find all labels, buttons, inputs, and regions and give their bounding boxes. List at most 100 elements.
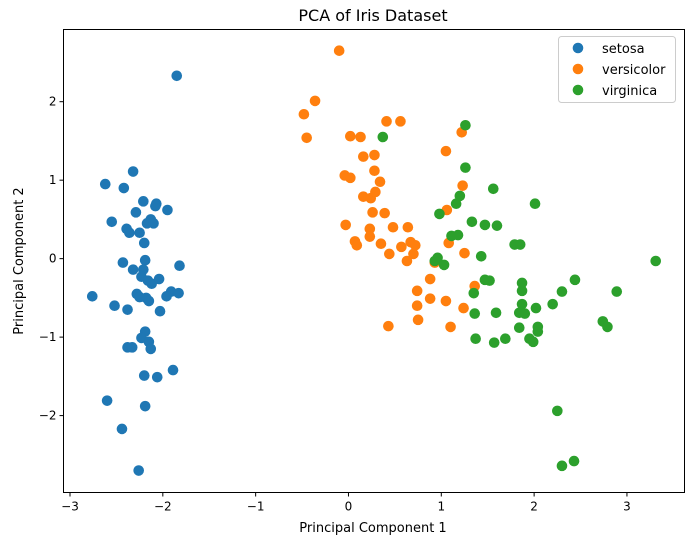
point-setosa (130, 207, 142, 218)
point-virginica (475, 250, 487, 262)
y-tick-label: 1 (49, 173, 57, 187)
x-axis-label: Principal Component 1 (299, 521, 446, 536)
point-virginica (434, 208, 445, 220)
point-setosa (122, 304, 133, 315)
point-virginica (450, 198, 462, 210)
point-setosa (127, 264, 139, 275)
point-virginica (468, 287, 480, 299)
point-virginica (454, 190, 466, 202)
point-virginica (491, 220, 503, 231)
point-virginica (602, 321, 613, 333)
point-virginica (484, 275, 495, 286)
point-virginica (519, 308, 531, 319)
point-virginica (452, 229, 464, 241)
point-versicolor (402, 221, 414, 233)
point-setosa (124, 227, 135, 239)
point-versicolor (424, 273, 436, 285)
point-versicolor (345, 172, 356, 184)
legend-label-versicolor: versicolor (602, 63, 666, 78)
point-versicolor (364, 223, 376, 235)
point-setosa (167, 364, 179, 376)
point-virginica (516, 285, 528, 297)
point-versicolor (375, 238, 387, 250)
point-virginica (552, 405, 563, 417)
y-tick-label: 2 (49, 95, 57, 109)
plot-frame (63, 29, 685, 493)
point-setosa (154, 305, 166, 317)
point-setosa (139, 254, 151, 266)
point-setosa (101, 395, 113, 406)
point-versicolor (445, 321, 456, 333)
legend-marker-virginica (572, 84, 584, 96)
legend: setosa versicolor virginica (558, 36, 676, 103)
point-versicolor (411, 285, 423, 297)
point-virginica (460, 162, 471, 173)
y-tick-label: −1 (39, 330, 57, 344)
point-setosa (148, 218, 159, 229)
point-versicolor (367, 207, 378, 218)
point-virginica (556, 460, 568, 472)
point-versicolor (358, 151, 369, 162)
x-tick-label: −1 (247, 500, 265, 514)
point-virginica (514, 239, 526, 250)
point-versicolor (459, 247, 470, 259)
x-tick-label: −2 (154, 500, 172, 514)
point-setosa (143, 295, 155, 307)
point-setosa (126, 342, 138, 353)
x-axis: −3 −2 −1 0 1 2 3 (61, 492, 631, 514)
point-versicolor (440, 145, 452, 157)
point-versicolor (340, 219, 351, 231)
point-versicolor (381, 116, 392, 127)
point-setosa (127, 166, 139, 177)
point-virginica (377, 131, 389, 143)
point-setosa (151, 371, 163, 383)
point-virginica (529, 198, 541, 210)
y-axis-label: Principal Component 2 (12, 187, 27, 334)
point-setosa (138, 196, 149, 207)
point-versicolor (457, 180, 468, 191)
point-virginica (650, 255, 662, 267)
point-virginica (516, 298, 528, 310)
point-versicolor (355, 131, 366, 143)
legend-marker-setosa (572, 42, 584, 54)
point-virginica (429, 255, 441, 267)
point-setosa (171, 70, 183, 82)
point-virginica (479, 219, 491, 231)
point-virginica (488, 337, 500, 348)
point-setosa (173, 287, 184, 299)
point-setosa (139, 400, 151, 412)
point-versicolor (369, 165, 380, 177)
y-axis: −2 −1 0 1 2 (39, 95, 64, 423)
point-versicolor (370, 186, 381, 198)
point-virginica (500, 333, 511, 344)
legend-label-virginica: virginica (602, 84, 657, 99)
point-versicolor (383, 320, 394, 332)
point-virginica (466, 216, 478, 228)
point-versicolor (401, 255, 413, 267)
point-setosa (134, 227, 145, 239)
point-setosa (162, 204, 173, 216)
point-versicolor (364, 231, 376, 242)
point-setosa (86, 291, 98, 302)
point-setosa (133, 465, 144, 476)
point-setosa (161, 291, 172, 302)
point-versicolor (411, 300, 423, 312)
point-virginica (530, 302, 542, 314)
point-versicolor (309, 95, 321, 107)
point-virginica (470, 333, 481, 344)
point-virginica (460, 119, 471, 131)
point-setosa (174, 260, 185, 272)
point-versicolor (374, 176, 386, 188)
chart-title: PCA of Iris Dataset (298, 6, 447, 25)
point-setosa (109, 300, 120, 312)
point-setosa (153, 273, 165, 285)
point-virginica (568, 455, 580, 467)
point-versicolor (387, 221, 399, 233)
point-setosa (106, 216, 118, 228)
point-versicolor (458, 302, 469, 314)
point-versicolor (408, 248, 419, 260)
point-virginica (490, 307, 502, 319)
point-versicolor (301, 132, 313, 144)
point-versicolor (384, 248, 395, 260)
